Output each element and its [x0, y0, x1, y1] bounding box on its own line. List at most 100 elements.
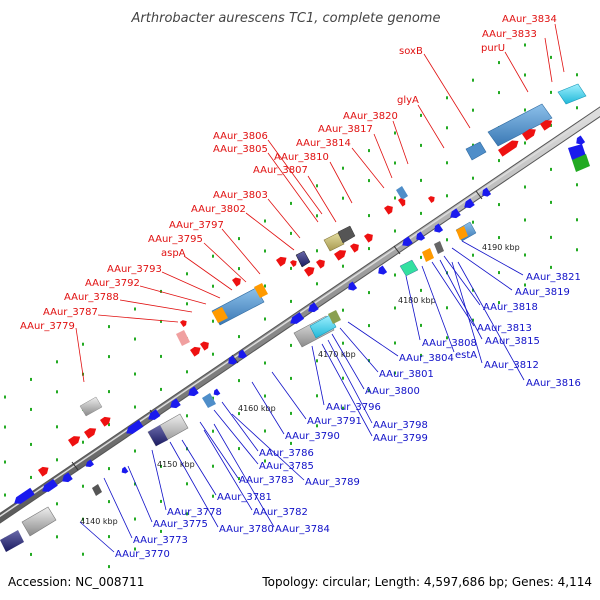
guide-dot — [108, 423, 110, 427]
label-AAur_3805: AAur_3805 — [213, 144, 268, 155]
label-AAur_3819: AAur_3819 — [515, 287, 570, 298]
guide-dot — [498, 203, 500, 207]
label-AAur_3810: AAur_3810 — [274, 152, 329, 163]
label-AAur_3814: AAur_3814 — [296, 138, 351, 149]
guide-dot — [290, 231, 292, 235]
label-AAur_3815: AAur_3815 — [485, 336, 540, 347]
label-estA: estA — [455, 350, 477, 361]
guide-dot — [420, 143, 422, 147]
map-title: Arthrobacter aurescens TC1, complete gen… — [131, 11, 441, 26]
guide-dot — [264, 219, 266, 223]
guide-dot — [30, 552, 32, 556]
label-AAur_3791: AAur_3791 — [307, 416, 362, 427]
guide-dot — [264, 394, 266, 398]
guide-dot — [394, 371, 396, 375]
guide-dot — [498, 91, 500, 95]
guide-dot — [134, 307, 136, 311]
label-AAur_3804: AAur_3804 — [399, 353, 454, 364]
guide-dot — [108, 535, 110, 539]
label-AAur_3770: AAur_3770 — [115, 549, 170, 560]
label-glyA: glyA — [397, 95, 419, 106]
label-AAur_3788: AAur_3788 — [64, 292, 119, 303]
guide-dot — [212, 396, 214, 400]
label-AAur_3780: AAur_3780 — [219, 524, 274, 535]
label-AAur_3802: AAur_3802 — [191, 204, 246, 215]
guide-dot — [56, 502, 58, 506]
guide-dot — [394, 161, 396, 165]
guide-dot — [550, 200, 552, 204]
label-AAur_3818: AAur_3818 — [483, 302, 538, 313]
guide-dot — [342, 264, 344, 268]
guide-dots — [4, 43, 578, 569]
guide-dot — [108, 390, 110, 394]
guide-dot — [186, 482, 188, 486]
guide-dot — [264, 429, 266, 433]
guide-dot — [316, 359, 318, 363]
guide-dot — [238, 237, 240, 241]
label-AAur_3813: AAur_3813 — [477, 323, 532, 334]
guide-dot — [212, 284, 214, 288]
guide-dot — [576, 106, 578, 110]
guide-dot — [56, 390, 58, 394]
guide-dot — [394, 229, 396, 233]
label-AAur_3793: AAur_3793 — [107, 264, 162, 275]
forward-gene-arrow — [398, 198, 406, 207]
guide-dot — [160, 387, 162, 391]
label-AAur_3792: AAur_3792 — [85, 278, 140, 289]
reverse-gene-arrow — [348, 281, 358, 291]
guide-dot — [238, 267, 240, 271]
guide-dot — [238, 335, 240, 339]
gene-blocks — [0, 83, 590, 552]
guide-dot — [368, 247, 370, 251]
guide-dot — [446, 238, 448, 242]
label-AAur_3796: AAur_3796 — [326, 402, 381, 413]
forward-gene-arrow — [276, 256, 287, 267]
forward-gene-arrow — [522, 128, 536, 141]
reverse-gene-arrow — [121, 466, 129, 474]
guide-dot — [160, 529, 162, 533]
tick-label-4160: 4160 kbp — [238, 404, 276, 413]
guide-dot — [82, 484, 84, 488]
guide-dot — [316, 249, 318, 253]
forward-gene-arrow — [384, 205, 393, 215]
guide-dot — [368, 359, 370, 363]
guide-dot — [342, 308, 344, 312]
guide-dot — [576, 218, 578, 222]
guide-dot — [472, 108, 474, 112]
guide-dot — [576, 248, 578, 252]
guide-dot — [108, 467, 110, 471]
guide-dot — [394, 306, 396, 310]
guide-dot — [498, 271, 500, 275]
genome-summary: Topology: circular; Length: 4,597,686 bp… — [261, 575, 592, 589]
guide-dot — [212, 254, 214, 258]
guide-dot — [134, 372, 136, 376]
guide-dot — [264, 459, 266, 463]
guide-dot — [420, 353, 422, 357]
guide-dot — [212, 494, 214, 498]
guide-dot — [420, 178, 422, 182]
guide-dot — [290, 299, 292, 303]
guide-dot — [82, 342, 84, 346]
reverse-gene-arrow — [170, 398, 181, 409]
guide-dot — [82, 552, 84, 556]
forward-gene-arrow — [540, 120, 553, 131]
label-AAur_3820: AAur_3820 — [343, 111, 398, 122]
guide-dot — [186, 512, 188, 516]
reverse-gene-arrow — [126, 419, 144, 434]
guide-dot — [472, 318, 474, 322]
guide-dot — [524, 43, 526, 47]
tick-label-4150: 4150 kbp — [157, 460, 195, 469]
guide-dot — [446, 194, 448, 198]
guide-dot — [524, 253, 526, 257]
accession-text: Accession: NC_008711 — [8, 575, 144, 589]
guide-dot — [420, 211, 422, 215]
guide-dot — [394, 273, 396, 277]
guide-dot — [56, 425, 58, 429]
label-AAur_3784: AAur_3784 — [275, 524, 330, 535]
reverse-gene-arrow — [450, 208, 461, 219]
guide-dot — [160, 499, 162, 503]
label-AAur_3821: AAur_3821 — [526, 272, 581, 283]
guide-dot — [290, 343, 292, 347]
label-AAur_3775: AAur_3775 — [153, 519, 208, 530]
